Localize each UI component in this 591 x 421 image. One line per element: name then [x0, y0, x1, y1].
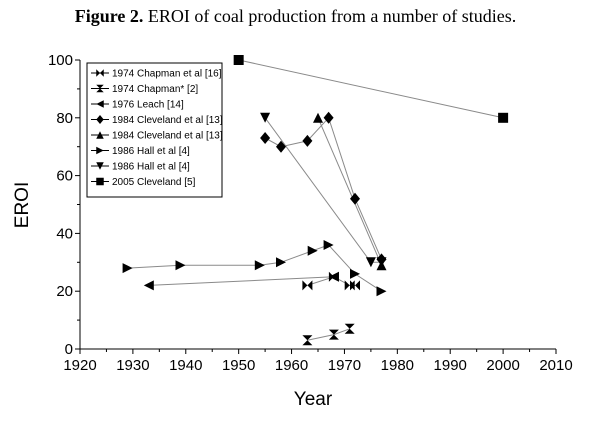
legend-label-1: 1974 Chapman* [2]: [112, 84, 198, 95]
x-tick-label: 1930: [116, 357, 149, 374]
series-3-line: [264, 116, 382, 260]
x-tick-label: 1940: [169, 357, 202, 374]
legend-marker-6: [96, 162, 104, 170]
legend-label-5: 1986 Hall et al [4]: [112, 146, 190, 157]
x-tick-label: 1970: [328, 357, 361, 374]
legend-marker-3: [96, 115, 104, 124]
x-tick-label: 1920: [63, 357, 96, 374]
legend-label-3: 1984 Cleveland et al [13]: [112, 115, 223, 126]
legend-marker-4: [96, 131, 104, 139]
series-4-point-0: [313, 112, 323, 123]
series-7-point-0: [233, 55, 244, 65]
series-1-point-0: [302, 335, 313, 346]
series-0-point-3: [350, 280, 360, 291]
series-7-point-1: [498, 112, 509, 123]
legend-marker-1: [96, 84, 104, 93]
series-5-point-6: [350, 268, 360, 279]
series-5-line: [127, 244, 382, 292]
series-1-point-1: [328, 329, 339, 340]
series-5-point-1: [175, 260, 186, 271]
series-1-line: [307, 328, 350, 341]
series-3-point-2: [302, 134, 313, 147]
plot-area: [122, 55, 509, 346]
series-5-point-2: [254, 260, 265, 271]
series-3-point-3: [323, 111, 334, 124]
series-2-line: [148, 276, 334, 286]
series-5-point-7: [376, 286, 387, 297]
legend: 1974 Chapman et al [16] 1974 Chapman* [2]…: [86, 62, 223, 198]
series-2-point-0: [143, 280, 154, 291]
y-tick-label: 60: [56, 168, 73, 185]
series-6-line: [264, 117, 382, 263]
x-axis-label: Year: [294, 389, 333, 410]
legend-label-0: 1974 Chapman et al [16]: [112, 69, 222, 80]
series-3-point-4: [350, 192, 360, 205]
x-tick-label: 1950: [222, 357, 255, 374]
x-tick-label: 1980: [381, 357, 414, 374]
figure-caption: Figure 2. EROI of coal production from a…: [0, 6, 591, 27]
series-1-point-2: [344, 323, 355, 334]
y-tick-label: 80: [56, 110, 73, 127]
legend-label-7: 2005 Cleveland [5]: [112, 177, 196, 188]
legend-marker-7: [96, 177, 104, 186]
series-3-point-0: [260, 132, 271, 144]
y-tick-label: 40: [56, 225, 73, 242]
legend-box: [86, 62, 223, 198]
series-2-point-1: [328, 271, 339, 282]
y-tick-label: 100: [48, 52, 73, 69]
series-5-point-0: [122, 263, 133, 274]
legend-marker-2: [96, 100, 104, 108]
series-4-line: [317, 117, 382, 266]
series-6-point-1: [365, 257, 376, 268]
series-6-point-0: [260, 112, 271, 123]
x-tick-label: 2000: [486, 357, 519, 374]
series-0-point-0: [302, 280, 313, 291]
x-tick-label: 1960: [275, 357, 308, 374]
legend-marker-0: [96, 69, 104, 77]
legend-label-2: 1976 Leach [14]: [112, 100, 184, 111]
figure-caption-label: Figure 2.: [74, 6, 144, 26]
x-tick-label: 1990: [434, 357, 467, 374]
legend-label-4: 1984 Cleveland et al [13]: [112, 131, 223, 142]
axes: 1920 1930 1940 1950 1960 1970 1980 1990 2000 2010…: [48, 52, 573, 374]
legend-marker-5: [96, 146, 104, 155]
series-5-point-5: [323, 240, 334, 250]
y-tick-label: 0: [65, 341, 73, 358]
y-axis-label: EROI: [12, 182, 33, 228]
series-5-point-3: [276, 257, 286, 268]
series-7-line: [238, 59, 504, 119]
series-6-point-2: [376, 257, 387, 268]
legend-label-6: 1986 Hall et al [4]: [112, 162, 190, 173]
figure-caption-text: EROI of coal production from a number of…: [147, 6, 517, 26]
x-tick-label: 2010: [539, 357, 572, 374]
series-5-point-4: [307, 245, 318, 256]
y-tick-label: 20: [56, 283, 73, 300]
series-3-point-1: [276, 140, 286, 153]
